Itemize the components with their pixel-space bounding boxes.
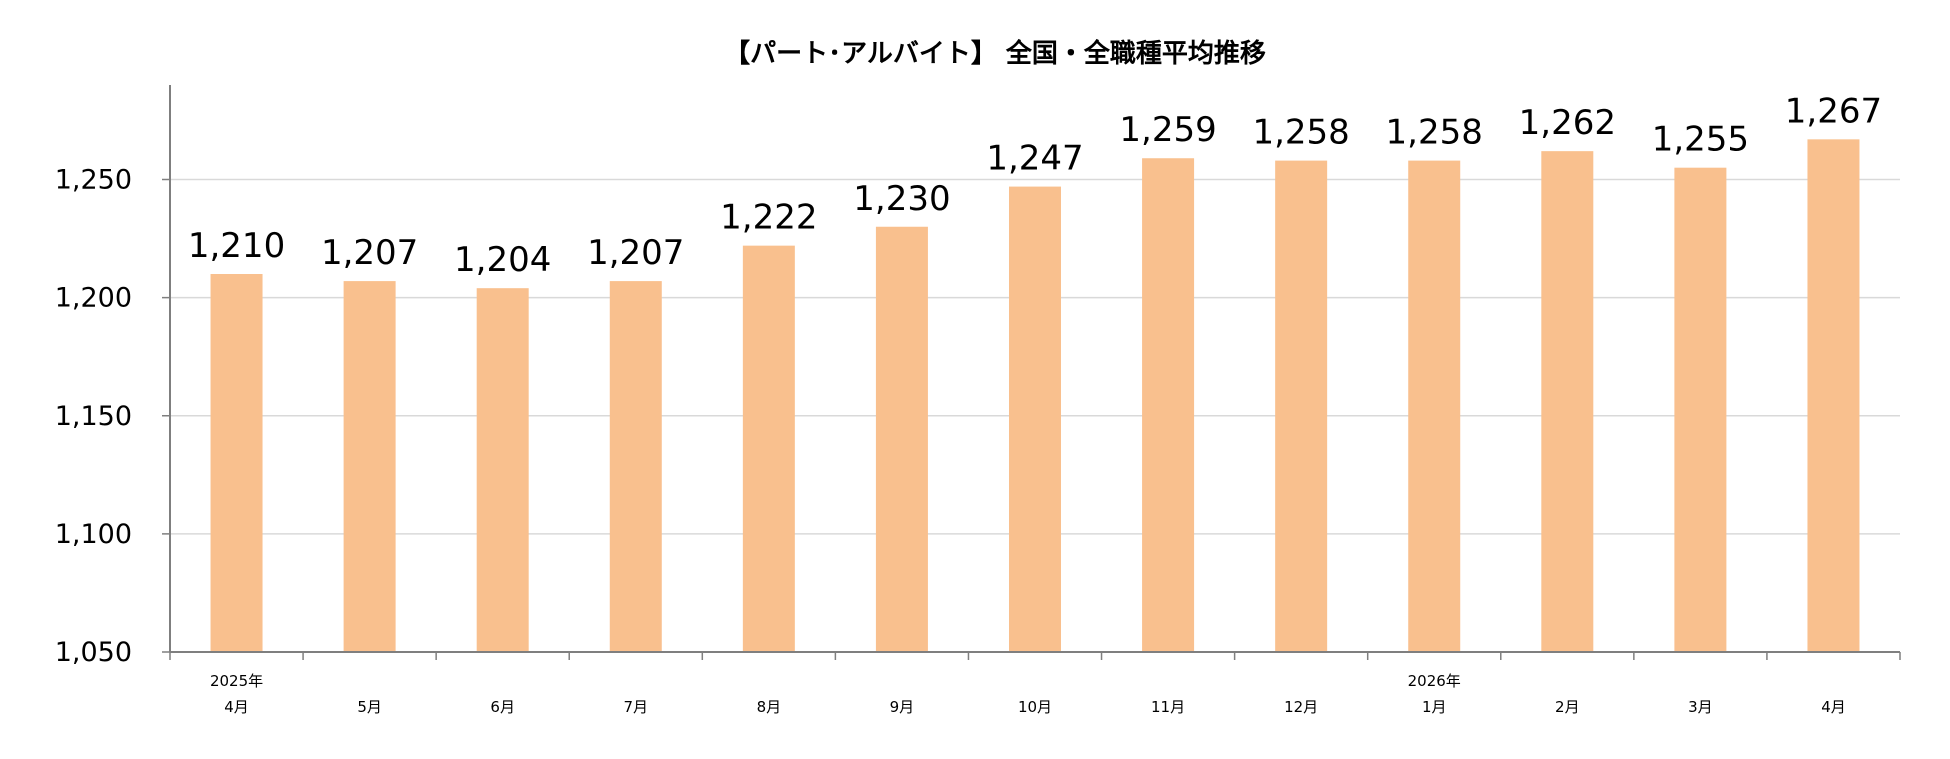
bar [1009, 186, 1061, 652]
x-tick-label: 11月 [1151, 698, 1185, 716]
data-label: 1,204 [454, 240, 551, 280]
bars [210, 139, 1860, 653]
axes [162, 85, 1901, 660]
bar [1541, 151, 1594, 652]
data-label: 1,247 [986, 139, 1083, 179]
y-tick-label: 1,150 [55, 401, 132, 432]
y-tick-label: 1,200 [55, 283, 132, 314]
bar [210, 274, 263, 652]
data-label: 1,230 [853, 179, 950, 219]
data-label: 1,207 [321, 233, 418, 273]
bar [343, 281, 396, 652]
bar [1142, 158, 1195, 653]
x-tick-label: 7月 [623, 698, 648, 716]
bar [1408, 160, 1461, 652]
x-tick-label: 9月 [890, 698, 915, 716]
bar [1674, 167, 1727, 652]
bar [742, 245, 795, 652]
x-year-label: 2026年 [1408, 672, 1461, 690]
x-tick-label: 10月 [1018, 698, 1052, 716]
x-tick-label: 5月 [357, 698, 382, 716]
chart-title: 【パート･アルバイト】 全国・全職種平均推移 [724, 38, 1266, 69]
y-tick-label: 1,250 [55, 165, 132, 196]
x-tick-label: 6月 [490, 698, 515, 716]
x-tick-label: 12月 [1284, 698, 1318, 716]
x-axis-ticks: 4月 2025年 5月 6月 7月 8月 9月 10月 11月 12月 1月 2026年 2月 3月 4月 [210, 672, 1846, 716]
y-tick-label: 1,100 [55, 519, 132, 550]
x-tick-label: 4月 [224, 698, 249, 716]
y-axis-ticks: 1,050 1,100 1,150 1,200 1,250 [55, 165, 132, 669]
data-label: 1,255 [1652, 120, 1749, 160]
data-label: 1,222 [720, 198, 817, 238]
data-label: 1,258 [1386, 113, 1483, 153]
x-tick-label: 4月 [1821, 698, 1846, 716]
bar [1807, 139, 1860, 652]
data-label: 1,258 [1252, 113, 1349, 153]
x-tick-label: 1月 [1422, 698, 1447, 716]
bar [476, 288, 529, 652]
data-label: 1,207 [587, 233, 684, 273]
data-label: 1,262 [1519, 103, 1616, 143]
y-tick-label: 1,050 [55, 637, 132, 668]
x-tick-label: 8月 [757, 698, 782, 716]
x-tick-label: 3月 [1688, 698, 1713, 716]
data-label: 1,259 [1119, 110, 1216, 150]
x-year-label: 2025年 [210, 672, 263, 690]
x-tick-label: 2月 [1555, 698, 1580, 716]
data-labels: 1,210 1,207 1,204 1,207 1,222 1,230 1,247 1,259… [188, 91, 1882, 280]
bar [875, 226, 928, 652]
bar [609, 281, 662, 652]
bar [1275, 160, 1328, 652]
data-label: 1,267 [1785, 91, 1882, 131]
data-label: 1,210 [188, 226, 285, 266]
